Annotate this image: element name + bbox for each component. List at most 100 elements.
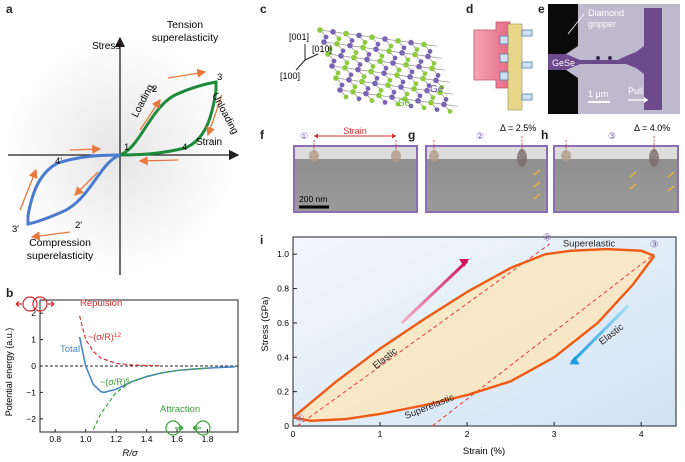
panel-c-crystal-structure: [001] [010] [100] Se Ge xyxy=(280,27,458,114)
panel-label-e: e xyxy=(538,2,545,16)
panel-label-a: a xyxy=(6,2,13,16)
ge-atom xyxy=(417,93,423,99)
ge-atom xyxy=(347,42,353,49)
panel-label-g: g xyxy=(408,128,416,142)
compress-return-arrow xyxy=(69,144,102,154)
ge-atom xyxy=(407,74,413,80)
se-atom xyxy=(325,51,331,57)
i-marker-2: ② xyxy=(543,232,552,243)
tension-title-2: superelasticity xyxy=(152,32,219,44)
ge-atom xyxy=(374,76,380,81)
b-attraction-label: Attraction xyxy=(160,404,200,415)
i-ylabel: Stress (GPa) xyxy=(260,297,271,352)
b-xtick-label: 1.4 xyxy=(141,434,153,444)
se-atom xyxy=(395,101,401,107)
b-ytick-label: −1 xyxy=(26,387,36,397)
i-xlabel: Strain (%) xyxy=(463,446,505,457)
ge-atom xyxy=(409,69,415,75)
panel-label-c: c xyxy=(260,2,267,16)
panel-label-h: h xyxy=(541,128,549,142)
se-atom xyxy=(414,47,420,52)
b-xtick-label: 0.8 xyxy=(49,434,61,444)
point-2-prime: 2' xyxy=(75,220,82,231)
i-xtick-label: 1 xyxy=(378,429,383,439)
se-atom xyxy=(428,99,434,106)
i-hysteresis-area xyxy=(293,249,655,421)
se-atom xyxy=(412,51,418,58)
fgh-overlays: ① Strain 200 nm ② Δ = 2.5% ③ Δ = 4.0% xyxy=(299,123,675,209)
i-series-unloading xyxy=(292,255,656,423)
panel-label-b: b xyxy=(6,286,14,300)
ge-atom xyxy=(392,55,398,61)
b-rep-formula: ~(σ/R)12 xyxy=(88,332,121,343)
ge-atom xyxy=(349,38,355,43)
se-atom xyxy=(430,95,436,100)
se-atom xyxy=(370,64,376,69)
compression-title-1: Compression xyxy=(29,237,91,249)
se-atom xyxy=(335,70,341,76)
ge-atom xyxy=(363,90,369,97)
ge-atom xyxy=(389,94,395,100)
panel-label-i: i xyxy=(260,233,264,247)
tem-image-g xyxy=(425,145,548,213)
ge-atom xyxy=(339,82,345,88)
compress-unloading-arrow xyxy=(19,168,38,211)
marker-3-h: ③ xyxy=(608,131,616,141)
se-atom xyxy=(395,38,401,44)
b-ytick-label: 0 xyxy=(31,361,36,371)
se-atom xyxy=(351,54,357,61)
b-ytick-label: −2 xyxy=(26,414,36,424)
dir-001: [001] xyxy=(289,32,309,42)
ge-atom xyxy=(382,100,388,105)
ge-atom xyxy=(434,107,440,112)
b-att-formula: −(σ/R)6 xyxy=(100,377,130,388)
se-atom xyxy=(421,105,427,111)
i-xtick-label: 3 xyxy=(552,429,557,439)
ge-atom xyxy=(355,66,361,73)
b-repulsion-label: Repulsion xyxy=(80,298,122,309)
b-ytick-label: 1 xyxy=(31,335,36,345)
se-atom xyxy=(437,89,443,96)
ge-atom xyxy=(381,70,387,76)
b-series-repulsion xyxy=(79,315,162,367)
i-marker-1: ① xyxy=(296,413,305,424)
repulsion-atoms-icon xyxy=(15,296,55,312)
marker-2-g: ② xyxy=(476,131,484,141)
dir-100: [100] xyxy=(280,71,300,81)
i-marker-3: ③ xyxy=(650,239,659,250)
ge-atom xyxy=(338,53,344,59)
ge-atom xyxy=(408,39,414,46)
attraction-atoms-icon xyxy=(165,420,211,436)
se-label: Se xyxy=(398,98,411,109)
se-atom xyxy=(336,36,342,42)
i-ytick-label: 0.8 xyxy=(277,284,289,294)
unloading-arrow xyxy=(206,94,223,137)
panel-b-potential-chart: 0.8 1.0 1.2 1.4 1.6 1.8 2 1 0 −1 −2 Potential ener… xyxy=(4,296,239,459)
b-xlabel: R/σ xyxy=(122,448,139,459)
electrodes xyxy=(499,29,533,101)
b-xtick-label: 1.6 xyxy=(171,434,183,444)
i-xtick-label: 0 xyxy=(291,429,296,439)
se-atom xyxy=(353,50,359,55)
se-atom xyxy=(317,27,323,33)
se-atom xyxy=(343,30,349,37)
tension-loop xyxy=(119,80,218,157)
strain-label-f: Strain xyxy=(343,126,367,136)
i-ytick-label: 0 xyxy=(284,421,289,431)
i-elastic-guide-1 xyxy=(297,243,551,427)
gripper-top xyxy=(548,4,578,54)
defect-arrows-g xyxy=(533,169,541,200)
compress-loading-arrow xyxy=(74,171,99,196)
point-2: 2 xyxy=(152,84,157,95)
se-atom xyxy=(386,48,392,54)
se-atom xyxy=(378,88,384,93)
se-atom xyxy=(413,81,419,87)
point-4: 4 xyxy=(182,142,187,153)
se-atom xyxy=(362,40,368,45)
se-atom xyxy=(359,78,365,85)
ge-atom xyxy=(329,63,335,69)
gripper-bottom xyxy=(548,70,578,114)
ge-atom xyxy=(365,86,371,91)
loading-arrow xyxy=(139,98,161,131)
i-ytick-label: 0.6 xyxy=(277,318,289,328)
